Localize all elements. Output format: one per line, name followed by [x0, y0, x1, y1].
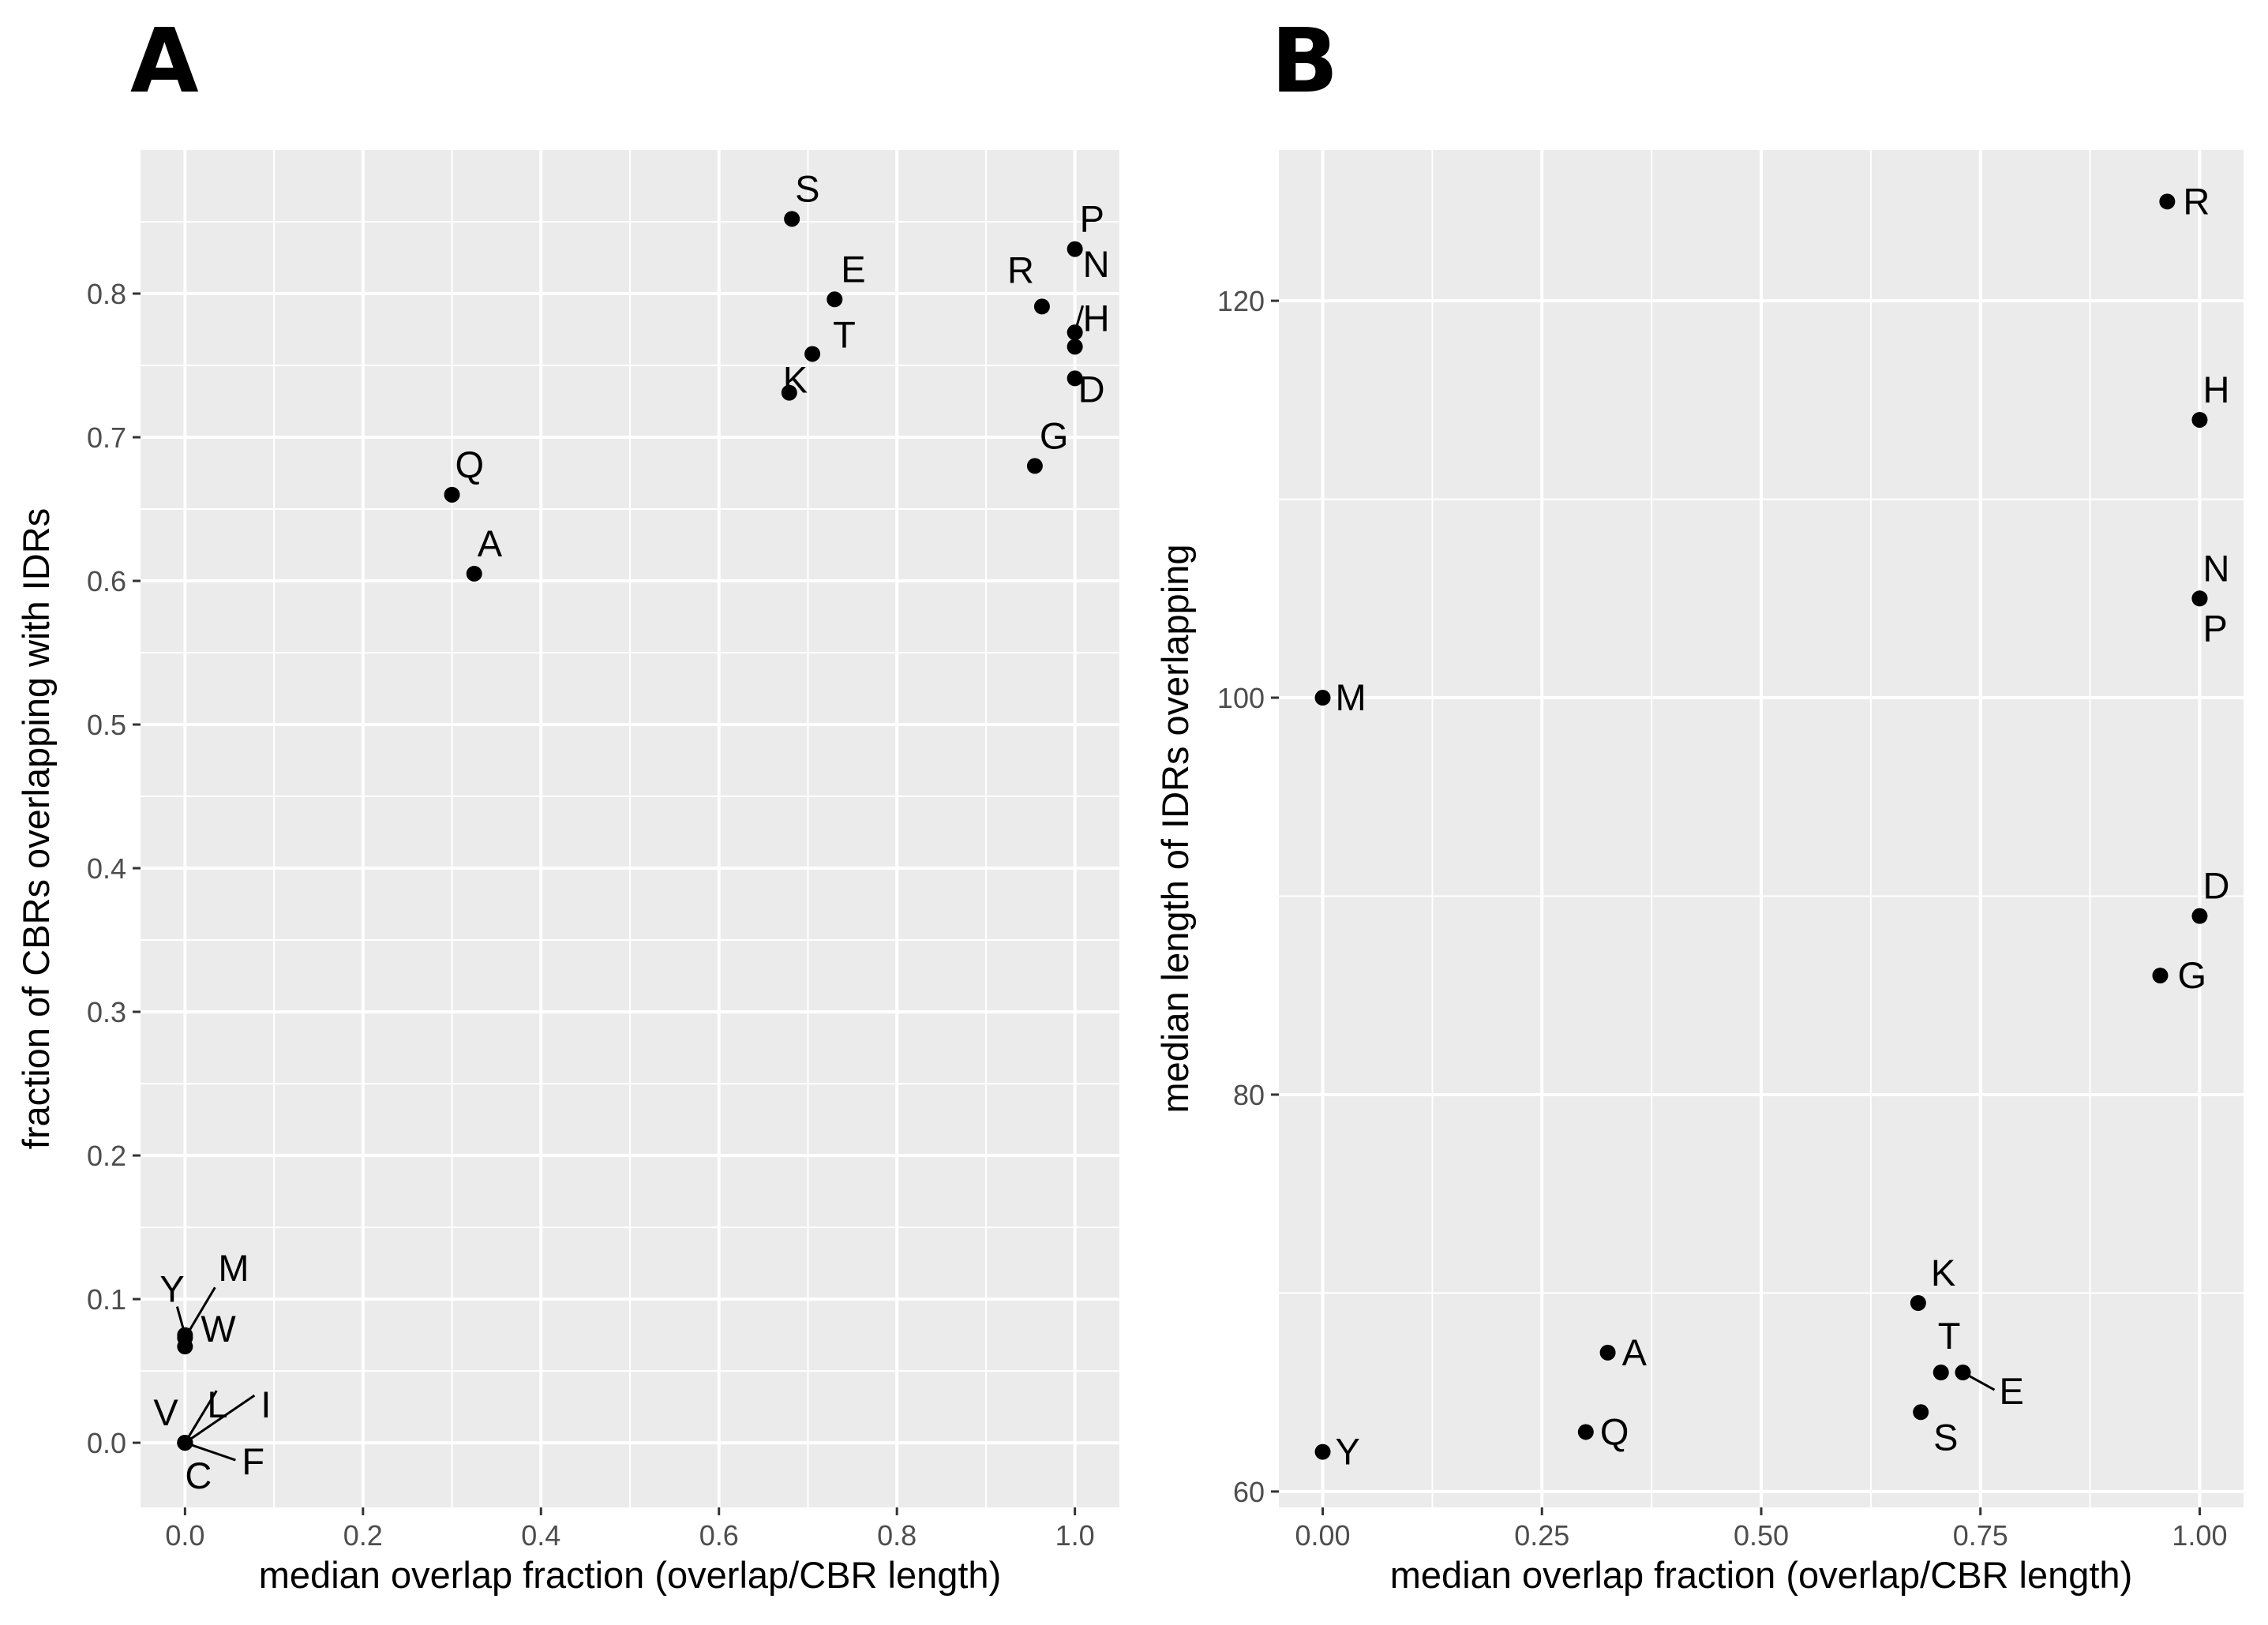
panel-a-tick-label-x: 0.4	[521, 1519, 560, 1552]
panel-a-label-connector-l	[184, 1390, 218, 1443]
panel-a-tick-label-y: 0.3	[87, 996, 126, 1028]
panel-a-point-q	[444, 486, 460, 503]
panel-b-tick-label-x: 0.25	[1514, 1519, 1569, 1552]
panel-a-tick-label-y: 0.4	[87, 852, 126, 885]
panel-label-b: B	[1271, 10, 1339, 113]
panel-b-y-axis-title: median length of IDRs overlapping	[1154, 544, 1196, 1113]
panel-a-point-label-s: S	[795, 167, 819, 209]
panel-a-tick-label-y: 0.1	[87, 1283, 126, 1316]
panel-b-point-r	[2159, 193, 2176, 210]
panel-a-tick-label-x: 0.6	[699, 1519, 739, 1552]
panel-b-point-s	[1913, 1404, 1929, 1421]
panel-b-tick-label-x: 0.50	[1734, 1519, 1789, 1552]
panel-b-tick-label-y: 120	[1217, 285, 1265, 317]
panel-b-point-g	[2152, 968, 2169, 984]
panel-a-tick-label-y: 0.6	[87, 565, 126, 597]
panel-b-point-label-s: S	[1933, 1416, 1958, 1458]
panel-a-point-p	[1067, 241, 1083, 257]
panel-a-point-label-p: P	[1080, 198, 1104, 240]
panel-a-point-a	[466, 565, 482, 582]
panel-a-point-label-d: D	[1078, 368, 1105, 410]
panel-b-point-label-n: N	[2202, 547, 2229, 589]
panel-b-tick-label-x: 0.00	[1295, 1519, 1351, 1552]
panel-b-point-label-d: D	[2202, 865, 2229, 907]
panel-b-point-e	[1955, 1365, 1971, 1381]
panel-a-point-label-k: K	[783, 359, 808, 401]
panel-a-point-label-q: Q	[455, 444, 485, 485]
panel-a-label-connector-m	[184, 1286, 216, 1339]
panel-b-point-q	[1577, 1424, 1594, 1440]
panel-a-point-label-v: V	[153, 1391, 178, 1433]
panel-a-point-label-n: N	[1083, 243, 1110, 285]
panel-b-tick-label-y: 100	[1217, 682, 1265, 714]
panel-a-tick-label-y: 0.7	[87, 421, 126, 454]
panel-b-tick-label-y: 80	[1233, 1079, 1265, 1111]
panel-b-tick-label-x: 0.75	[1953, 1519, 2008, 1552]
panel-a-tick-label-x: 0.8	[877, 1519, 917, 1552]
panel-a-point-s	[784, 211, 800, 227]
panel-b-point-p	[2191, 590, 2208, 607]
panel-a-tick-label-x: 1.0	[1055, 1519, 1095, 1552]
panel-a-point-label-e: E	[841, 248, 865, 290]
panel-a-label-connector-i	[184, 1394, 256, 1444]
panel-a-point-t	[804, 346, 821, 362]
panel-b-tick-label-x: 1.00	[2172, 1519, 2227, 1552]
panel-a-point-e	[827, 291, 843, 308]
panel-a-point-r	[1033, 298, 1050, 315]
panel-b-point-y	[1314, 1443, 1331, 1460]
panel-b-plot: 0.00 0.25 0.50 0.75 1.00 60 80 100 120 median ove…	[1154, 150, 2244, 1596]
panel-b-point-label-k: K	[1931, 1252, 1955, 1294]
panel-b-point-t	[1932, 1365, 1949, 1381]
panel-a-tick-label-y: 0.5	[87, 709, 126, 741]
panel-a-tick-label-y: 0.8	[87, 278, 126, 310]
panel-a-point-n	[1067, 324, 1083, 341]
panel-b-point-label-h: H	[2202, 369, 2229, 410]
panel-a-point-label-a: A	[478, 522, 503, 564]
panel-b-x-axis-title: median overlap fraction (overlap/CBR len…	[1390, 1554, 2132, 1596]
panel-a-tick-label-x: 0.0	[165, 1519, 204, 1552]
panel-a-point-k	[781, 384, 797, 401]
panel-b-point-label-y: Y	[1336, 1431, 1360, 1473]
panel-b-point-label-q: Q	[1600, 1410, 1629, 1452]
panel-a-point-label-w: W	[201, 1308, 236, 1350]
panel-a-point-label-f: F	[242, 1440, 264, 1482]
panel-a-point-label-m: M	[218, 1247, 249, 1289]
panel-a-point-label-g: G	[1040, 414, 1069, 456]
panel-a-point-label-h: H	[1083, 297, 1110, 339]
panel-b-point-label-t: T	[1938, 1315, 1961, 1357]
panel-a-point-label-r: R	[1007, 249, 1034, 290]
panel-b-point-label-e: E	[2000, 1370, 2024, 1412]
panel-b-point-k	[1910, 1294, 1926, 1311]
panel-a-point-label-c: C	[185, 1455, 212, 1496]
panel-b-point-d	[2191, 908, 2208, 924]
panel-a-tick-label-y: 0.2	[87, 1140, 126, 1172]
panel-a-x-axis-title: median overlap fraction (overlap/CBR len…	[259, 1554, 1001, 1596]
panel-a-point-g	[1026, 458, 1043, 474]
panel-b-point-label-r: R	[2183, 180, 2210, 222]
panel-a-point-label-t: T	[833, 313, 856, 355]
panel-b-point-m	[1314, 690, 1331, 706]
panel-a-y-axis-title: fraction of CBRs overlapping with IDRs	[15, 508, 57, 1149]
panel-a-tick-label-x: 0.2	[343, 1519, 383, 1552]
panel-b-point-label-a: A	[1622, 1331, 1648, 1373]
panel-a-point-w	[177, 1339, 193, 1355]
panel-a-label-connector-f	[184, 1441, 236, 1462]
panel-a-point-d	[1067, 370, 1083, 387]
panel-a-point-c	[177, 1435, 193, 1451]
panel-b-tick-label-y: 60	[1233, 1476, 1265, 1508]
panel-a-point-label-i: I	[261, 1383, 271, 1425]
panel-b-point-label-p: P	[2202, 607, 2227, 649]
panel-b-point-label-m: M	[1336, 676, 1366, 718]
panel-a-tick-label-y: 0.0	[87, 1427, 126, 1459]
panel-a-plot: 0.0 0.2 0.4 0.6 0.8 1.0 0.0 0.1 0.2 0.3 0.4 0.5 0.6 0…	[15, 150, 1119, 1596]
panel-b-point-a	[1599, 1344, 1616, 1361]
panel-label-a: A	[130, 10, 199, 113]
panel-a-point-label-y: Y	[159, 1268, 184, 1310]
panel-a-point-h	[1067, 339, 1083, 355]
panel-b-point-h	[2191, 411, 2208, 428]
panel-a-point-label-l: L	[207, 1383, 227, 1425]
panel-b-point-label-g: G	[2177, 954, 2206, 996]
